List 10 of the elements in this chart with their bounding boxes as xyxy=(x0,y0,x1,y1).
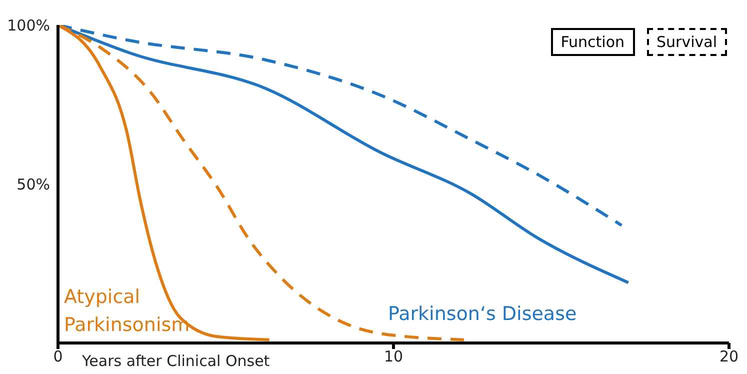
annotation: Survival xyxy=(646,28,727,56)
x-tick-label: 10 xyxy=(384,348,404,366)
x-tick-label: 20 xyxy=(719,348,739,366)
x-tick-label: 0 xyxy=(53,348,63,366)
y-tick-label: 100% xyxy=(7,16,50,34)
annotation: Function xyxy=(550,28,635,56)
annotation: Parkinson‘s Disease xyxy=(388,302,578,327)
annotation: Atypical Parkinsonism xyxy=(64,285,190,338)
y-tick-label: 50% xyxy=(16,175,50,194)
x-axis-title: Years after Clinical Onset xyxy=(81,352,270,370)
